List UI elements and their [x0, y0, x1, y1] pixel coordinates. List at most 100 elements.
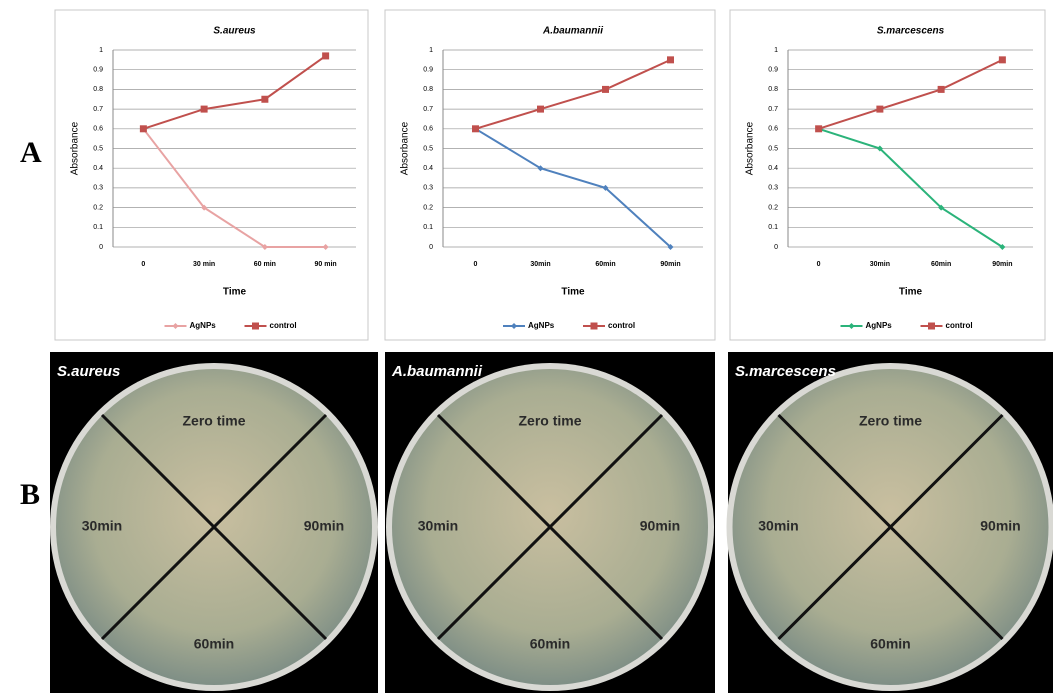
marker	[537, 165, 544, 172]
marker	[999, 244, 1006, 250]
x-axis-label: Time	[899, 287, 923, 298]
photo-title: S.aureus	[57, 363, 120, 380]
y-axis-label: Absorbance	[745, 121, 756, 175]
x-axis-label: Time	[223, 287, 247, 298]
y-tick-label: 0.5	[93, 145, 103, 152]
marker	[667, 56, 674, 64]
marker	[261, 95, 269, 103]
y-tick-label: 0.3	[768, 185, 778, 192]
quadrant-label: 60min	[530, 636, 570, 652]
divider	[777, 413, 1004, 641]
chart-panel	[729, 9, 1046, 341]
legend-marker	[511, 323, 517, 329]
quadrant-label: Zero time	[518, 413, 581, 429]
divider	[436, 413, 664, 641]
quadrant-label: 90min	[304, 518, 344, 534]
chart-title: A.baumannii	[542, 26, 603, 37]
y-tick-label: 0.9	[93, 67, 103, 74]
legend-marker	[848, 323, 855, 329]
y-tick-label: 0.2	[768, 204, 778, 211]
y-tick-label: 0	[429, 244, 433, 251]
legend-marker	[590, 322, 598, 330]
y-tick-label: 0.4	[93, 165, 103, 172]
panel-label: A	[20, 136, 42, 169]
y-tick-label: 0.5	[423, 145, 433, 152]
series-line	[142, 128, 326, 248]
marker	[261, 244, 268, 250]
y-axis-label: Absorbance	[400, 121, 411, 175]
marker	[139, 125, 147, 133]
marker	[667, 244, 674, 250]
y-tick-label: 0.8	[423, 86, 433, 93]
y-tick-label: 0	[774, 244, 778, 251]
y-tick-label: 0.3	[423, 185, 433, 192]
marker	[472, 125, 479, 133]
marker	[937, 85, 945, 93]
panel-label: B	[20, 478, 40, 511]
quadrant-label: 60min	[194, 636, 234, 652]
y-tick-label: 0.7	[423, 106, 433, 113]
y-tick-label: 0.9	[423, 67, 433, 74]
divider	[100, 413, 328, 641]
x-tick-label: 0	[817, 261, 821, 268]
legend-label: AgNPs	[528, 321, 555, 330]
chart-title: S.aureus	[213, 26, 256, 37]
x-tick-label: 90min	[992, 261, 1012, 268]
marker	[200, 105, 208, 113]
legend-label: control	[608, 321, 635, 330]
series-line	[818, 127, 1003, 248]
y-tick-label: 0.4	[423, 165, 433, 172]
x-tick-label: 60min	[595, 261, 615, 268]
quadrant-label: 30min	[758, 518, 798, 534]
legend-label: AgNPs	[190, 321, 217, 330]
y-tick-label: 0.6	[423, 126, 433, 133]
series-line	[475, 58, 671, 130]
marker	[537, 105, 544, 113]
quadrant-label: Zero time	[859, 413, 922, 429]
chart-panel	[384, 9, 716, 341]
series-line	[474, 127, 672, 248]
marker	[201, 204, 208, 211]
legend-marker	[172, 323, 179, 329]
legend-label: control	[946, 321, 973, 330]
marker	[602, 184, 609, 191]
quadrant-label: 90min	[640, 518, 680, 534]
x-axis-label: Time	[561, 287, 585, 298]
x-tick-label: 90 min	[315, 261, 337, 268]
y-tick-label: 1	[774, 47, 778, 54]
photo-title: A.baumannii	[391, 363, 483, 380]
quadrant-label: 60min	[870, 636, 910, 652]
legend-label: AgNPs	[866, 321, 893, 330]
y-tick-label: 0.3	[93, 185, 103, 192]
marker	[815, 125, 823, 133]
y-tick-label: 0.6	[768, 126, 778, 133]
y-tick-label: 0.7	[768, 106, 778, 113]
y-tick-label: 0.1	[93, 224, 103, 231]
marker	[322, 52, 330, 60]
y-tick-label: 0.7	[93, 106, 103, 113]
series-line	[143, 55, 327, 130]
marker	[876, 145, 883, 152]
x-tick-label: 30min	[530, 261, 550, 268]
x-tick-label: 60 min	[254, 261, 276, 268]
y-tick-label: 0.5	[768, 145, 778, 152]
x-tick-label: 30 min	[193, 261, 215, 268]
x-tick-label: 90min	[660, 261, 680, 268]
y-tick-label: 0.8	[93, 86, 103, 93]
quadrant-label: 90min	[980, 518, 1020, 534]
y-tick-label: 0.1	[768, 224, 778, 231]
y-tick-label: 0.2	[423, 204, 433, 211]
y-tick-label: 0.8	[768, 86, 778, 93]
marker	[322, 244, 329, 250]
y-tick-label: 0.1	[423, 224, 433, 231]
series-line	[818, 58, 1003, 130]
y-tick-label: 0	[99, 244, 103, 251]
chart-panel	[54, 9, 369, 341]
y-tick-label: 1	[99, 47, 103, 54]
photo-title: S.marcescens	[735, 363, 836, 380]
legend-label: control	[270, 321, 297, 330]
x-tick-label: 0	[141, 261, 145, 268]
quadrant-label: 30min	[82, 518, 122, 534]
y-tick-label: 0.9	[768, 67, 778, 74]
